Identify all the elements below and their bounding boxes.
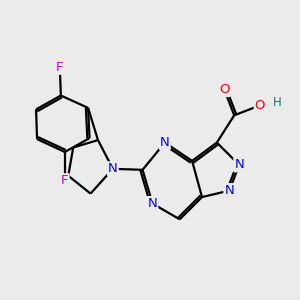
Text: O: O <box>219 83 230 96</box>
Text: F: F <box>56 61 64 74</box>
Text: N: N <box>108 162 118 175</box>
Text: H: H <box>273 96 282 110</box>
Text: N: N <box>148 197 158 210</box>
Text: N: N <box>224 184 234 197</box>
Text: F: F <box>61 174 68 187</box>
Text: O: O <box>255 99 265 112</box>
Text: N: N <box>234 158 244 171</box>
Text: N: N <box>160 136 170 149</box>
